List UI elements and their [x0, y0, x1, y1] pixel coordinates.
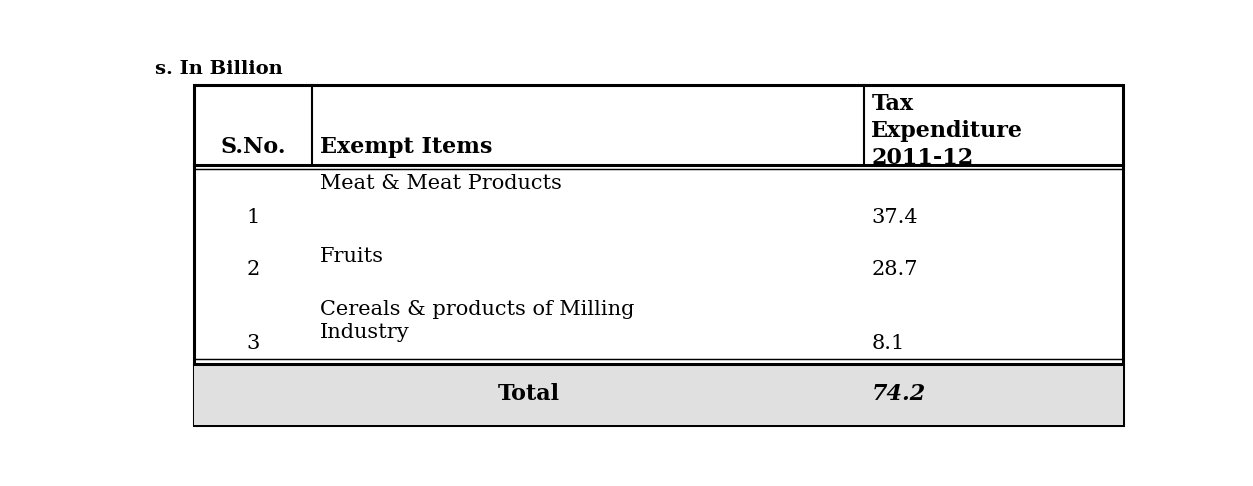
Text: Tax
Expenditure
2011-12: Tax Expenditure 2011-12 — [871, 93, 1024, 169]
Text: 28.7: 28.7 — [871, 260, 918, 279]
Text: 74.2: 74.2 — [871, 383, 926, 405]
Text: 3: 3 — [247, 333, 259, 352]
Text: 1: 1 — [247, 208, 259, 226]
Text: S.No.: S.No. — [221, 136, 286, 158]
Bar — [193, 364, 1123, 425]
Text: 8.1: 8.1 — [871, 333, 905, 352]
Text: 2: 2 — [247, 260, 259, 279]
Text: Cereals & products of Milling
Industry: Cereals & products of Milling Industry — [321, 300, 634, 343]
Text: Meat & Meat Products: Meat & Meat Products — [321, 174, 563, 193]
Text: Fruits: Fruits — [321, 247, 385, 266]
Text: 37.4: 37.4 — [871, 208, 918, 226]
Text: Total: Total — [497, 383, 560, 405]
Text: s. In Billion: s. In Billion — [154, 60, 282, 78]
Text: Exempt Items: Exempt Items — [321, 136, 492, 158]
